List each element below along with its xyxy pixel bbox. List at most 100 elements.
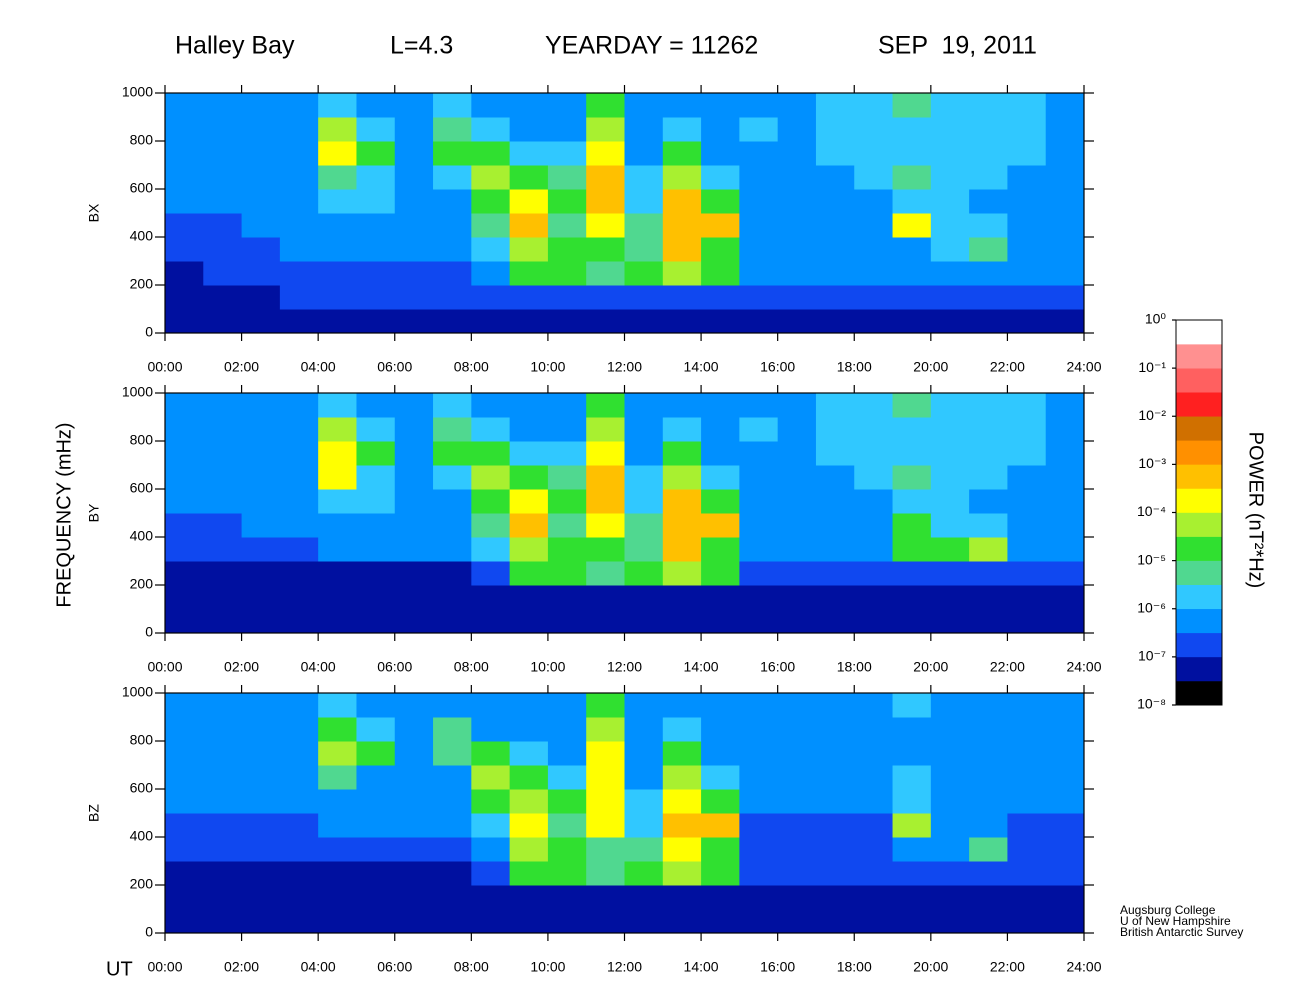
spectrogram-cell bbox=[510, 585, 549, 610]
spectrogram-cell bbox=[165, 489, 204, 514]
spectrogram-cell bbox=[969, 489, 1008, 514]
spectrogram-cell bbox=[1007, 585, 1046, 610]
spectrogram-cell bbox=[318, 237, 357, 262]
spectrogram-cell bbox=[318, 561, 357, 586]
spectrogram-cell bbox=[739, 513, 778, 538]
spectrogram-cell bbox=[931, 165, 970, 190]
spectrogram-cell bbox=[854, 513, 893, 538]
spectrogram-cell bbox=[969, 465, 1008, 490]
spectrogram-cell bbox=[625, 561, 664, 586]
spectrogram-cell bbox=[625, 393, 664, 418]
spectrogram-cell bbox=[969, 165, 1008, 190]
spectrogram-cell bbox=[395, 813, 434, 838]
spectrogram-cell bbox=[471, 417, 510, 442]
y-tick-label: 400 bbox=[130, 228, 154, 244]
spectrogram-cell bbox=[280, 189, 319, 214]
spectrogram-cell bbox=[356, 837, 395, 862]
spectrogram-cell bbox=[663, 909, 702, 934]
spectrogram-cell bbox=[893, 513, 932, 538]
spectrogram-cell bbox=[586, 189, 625, 214]
spectrogram-cell bbox=[280, 585, 319, 610]
spectrogram-cell bbox=[548, 285, 587, 310]
spectrogram-cell bbox=[816, 693, 855, 718]
spectrogram-cell bbox=[280, 441, 319, 466]
spectrogram-cell bbox=[395, 261, 434, 286]
colorbar-tick-label: 10⁻⁸ bbox=[1137, 696, 1166, 712]
spectrogram-cell bbox=[395, 789, 434, 814]
spectrogram-cell bbox=[510, 237, 549, 262]
spectrogram-cell bbox=[625, 189, 664, 214]
spectrogram-cell bbox=[165, 237, 204, 262]
spectrogram-cell bbox=[931, 837, 970, 862]
spectrogram-cell bbox=[816, 609, 855, 634]
spectrogram-cell bbox=[356, 237, 395, 262]
spectrogram-cell bbox=[816, 465, 855, 490]
spectrogram-cell bbox=[433, 285, 472, 310]
spectrogram-cell bbox=[778, 441, 817, 466]
spectrogram-cell bbox=[1046, 765, 1085, 790]
colorbar-band bbox=[1176, 440, 1222, 464]
spectrogram-cell bbox=[969, 837, 1008, 862]
spectrogram-cell bbox=[663, 141, 702, 166]
spectrogram-cell bbox=[548, 237, 587, 262]
spectrogram-cell bbox=[586, 741, 625, 766]
spectrogram-cell bbox=[1007, 261, 1046, 286]
spectrogram-cell bbox=[280, 561, 319, 586]
spectrogram-cell bbox=[931, 813, 970, 838]
colorbar-tick-label: 10⁻³ bbox=[1138, 455, 1166, 471]
spectrogram-cell bbox=[586, 861, 625, 886]
spectrogram-cell bbox=[356, 861, 395, 886]
spectrogram-cell bbox=[739, 213, 778, 238]
spectrogram-cell bbox=[625, 141, 664, 166]
spectrogram-cell bbox=[625, 213, 664, 238]
spectrogram-cell bbox=[318, 213, 357, 238]
spectrogram-cell bbox=[586, 417, 625, 442]
spectrogram-cell bbox=[1007, 789, 1046, 814]
spectrogram-cell bbox=[701, 789, 740, 814]
spectrogram-cell bbox=[739, 561, 778, 586]
spectrogram-cell bbox=[778, 489, 817, 514]
y-tick-label: 800 bbox=[130, 432, 154, 448]
y-tick-label: 0 bbox=[145, 624, 153, 640]
spectrogram-cell bbox=[356, 189, 395, 214]
spectrogram-cell bbox=[318, 417, 357, 442]
spectrogram-cell bbox=[739, 717, 778, 742]
spectrogram-cell bbox=[663, 285, 702, 310]
spectrogram-cell bbox=[165, 441, 204, 466]
spectrogram-cell bbox=[778, 165, 817, 190]
spectrogram-cell bbox=[969, 237, 1008, 262]
spectrogram-cell bbox=[931, 285, 970, 310]
spectrogram-cell bbox=[586, 789, 625, 814]
spectrogram-cell bbox=[548, 861, 587, 886]
spectrogram-cell bbox=[663, 813, 702, 838]
colorbar-tick-label: 10⁻⁴ bbox=[1137, 503, 1166, 519]
spectrogram-cell bbox=[356, 765, 395, 790]
spectrogram-cell bbox=[548, 609, 587, 634]
spectrogram-cell bbox=[433, 513, 472, 538]
spectrogram-cell bbox=[395, 465, 434, 490]
spectrogram-cell bbox=[816, 165, 855, 190]
spectrogram-cell bbox=[203, 285, 242, 310]
spectrogram-cell bbox=[548, 441, 587, 466]
spectrogram-cell bbox=[1046, 117, 1085, 142]
spectrogram-cell bbox=[625, 489, 664, 514]
chart: Halley Bay L=4.3 YEARDAY = 11262 SEP 19,… bbox=[0, 0, 1292, 989]
spectrogram-cell bbox=[280, 609, 319, 634]
spectrogram-cell bbox=[778, 693, 817, 718]
spectrogram-cell bbox=[893, 441, 932, 466]
spectrogram-cell bbox=[242, 765, 281, 790]
spectrogram-cell bbox=[165, 141, 204, 166]
spectrogram-cell bbox=[356, 165, 395, 190]
spectrogram-cell bbox=[854, 417, 893, 442]
spectrogram-cell bbox=[1046, 465, 1085, 490]
spectrogram-cell bbox=[778, 93, 817, 118]
spectrogram-cell bbox=[165, 537, 204, 562]
spectrogram-cell bbox=[739, 189, 778, 214]
spectrogram-cell bbox=[931, 417, 970, 442]
spectrogram-cell bbox=[969, 585, 1008, 610]
spectrogram-cell bbox=[854, 717, 893, 742]
spectrogram-cell bbox=[548, 393, 587, 418]
spectrogram-cell bbox=[586, 393, 625, 418]
spectrogram-cell bbox=[318, 765, 357, 790]
spectrogram-cell bbox=[854, 741, 893, 766]
